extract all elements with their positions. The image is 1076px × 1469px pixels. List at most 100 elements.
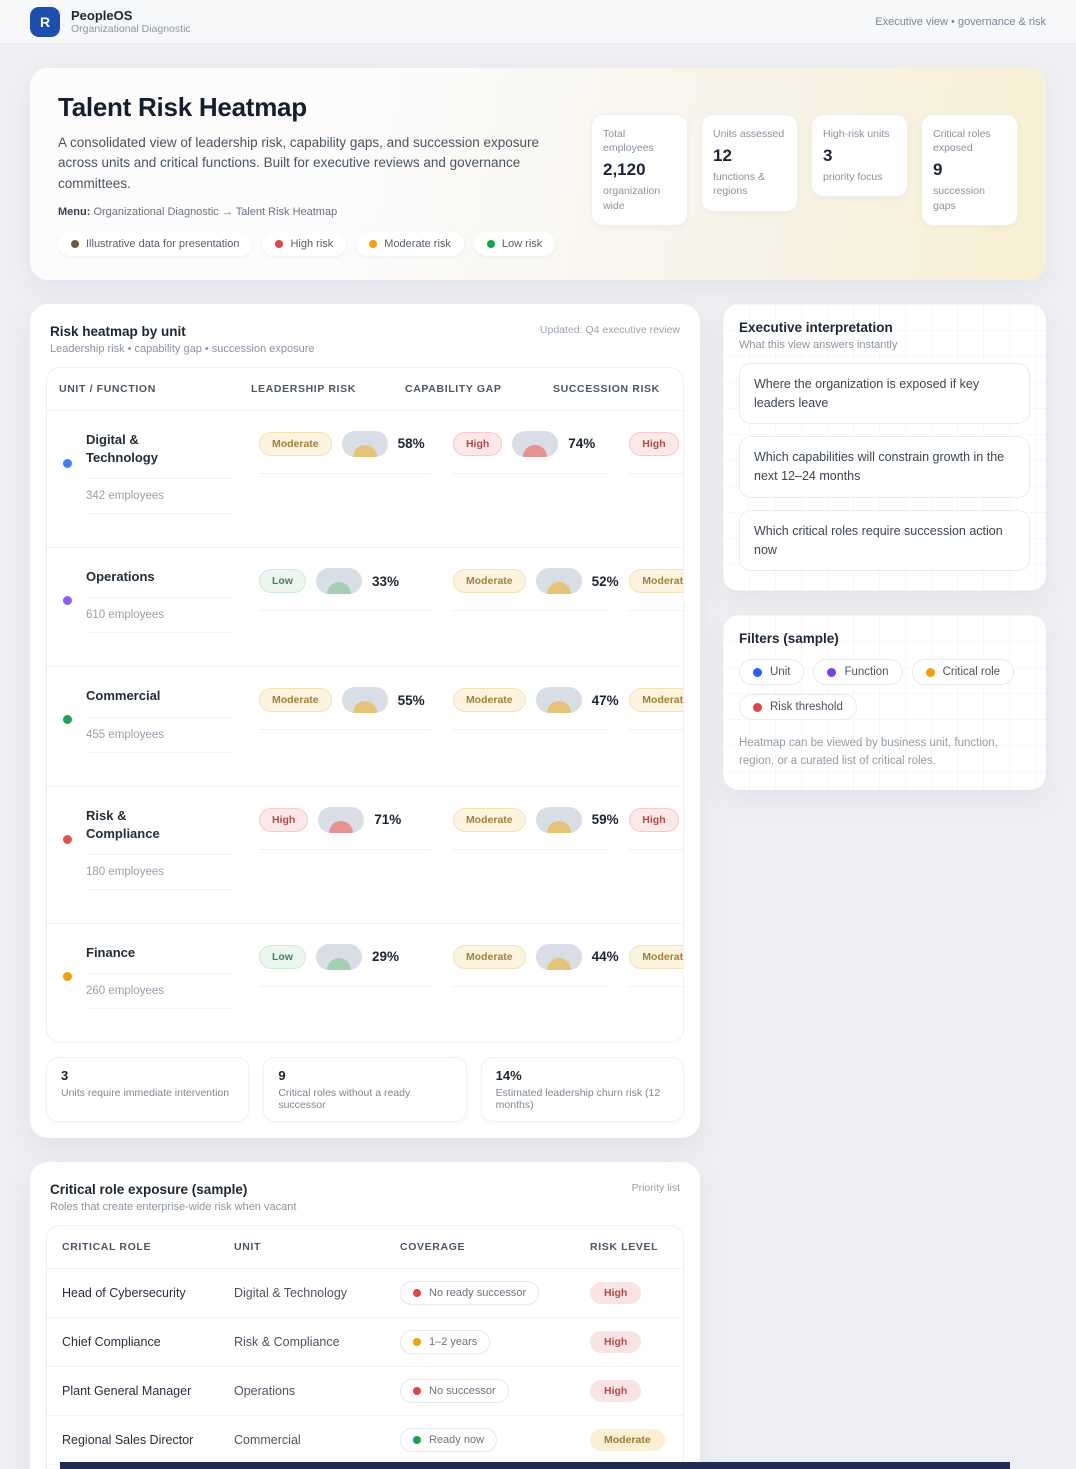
filter-pill-function[interactable]: Function bbox=[813, 659, 903, 686]
legend: Illustrative data for presentation High … bbox=[58, 231, 569, 256]
unit-dot-icon bbox=[63, 596, 72, 606]
unit-name: Finance bbox=[86, 944, 136, 960]
interpretation-subtitle: What this view answers instantly bbox=[739, 338, 898, 351]
critical-role-name: Chief Compliance bbox=[62, 1335, 161, 1350]
table-row[interactable]: Operations 610 employees Low 33% bbox=[47, 548, 683, 668]
table-row[interactable]: Chief Compliance Risk & Compliance 1–2 y… bbox=[47, 1318, 683, 1368]
risk-badge: Moderate bbox=[629, 569, 683, 594]
capability-gap-cell: Moderate 44% bbox=[452, 943, 629, 1020]
legend-pill-moderate-risk: Moderate risk bbox=[356, 231, 464, 256]
unit-name: Operations bbox=[86, 569, 155, 585]
legend-pill-high-risk: High risk bbox=[262, 231, 347, 256]
risk-badge: Moderate bbox=[258, 431, 332, 456]
risk-percent: 47% bbox=[591, 692, 619, 708]
hero-stats: Total employees 2,120 organization wide … bbox=[591, 92, 1018, 256]
filter-pills: Unit Function Critical role Risk thresho… bbox=[739, 659, 1030, 721]
summary-box-intervention: 3 Units require immediate intervention bbox=[46, 1057, 250, 1123]
risk-badge: Low bbox=[258, 569, 306, 594]
gauge-icon bbox=[341, 430, 388, 457]
coverage-dot-icon bbox=[413, 1387, 421, 1396]
summary-box-churn: 14% Estimated leadership churn risk (12 … bbox=[480, 1057, 684, 1123]
interpretation-item: Which critical roles require succession … bbox=[739, 509, 1030, 572]
view-context-label: Executive view • governance & risk bbox=[875, 15, 1046, 28]
app-name: PeopleOS bbox=[71, 7, 133, 23]
capability-gap-cell: Moderate 47% bbox=[452, 687, 629, 763]
filter-pill-risk-threshold[interactable]: Risk threshold bbox=[739, 694, 857, 721]
hero-intro: Talent Risk Heatmap A consolidated view … bbox=[58, 92, 569, 256]
unit-name: Commercial bbox=[86, 688, 161, 704]
stat-card-high-risk-units: High-risk units 3 priority focus bbox=[811, 114, 908, 198]
critical-roles-column-headers: CRITICAL ROLE UNIT COVERAGE RISK LEVEL bbox=[47, 1226, 683, 1270]
unit-dot-icon bbox=[63, 458, 72, 468]
risk-badge: Moderate bbox=[452, 688, 526, 713]
executive-interpretation-panel: Executive interpretation What this view … bbox=[723, 304, 1046, 592]
risk-badge: High bbox=[258, 807, 309, 832]
unit-employees: 610 employees bbox=[86, 609, 164, 622]
page-title: Talent Risk Heatmap bbox=[58, 92, 307, 122]
filters-panel: Filters (sample) Unit Function Critical … bbox=[723, 615, 1046, 790]
unit-cell: Digital & Technology 342 employees bbox=[59, 431, 259, 525]
page-description: A consolidated view of leadership risk, … bbox=[58, 135, 540, 191]
table-row[interactable]: Finance 260 employees Low 29% bbox=[47, 924, 683, 1042]
interpretation-title: Executive interpretation bbox=[739, 319, 893, 335]
leadership-risk-cell: Low 33% bbox=[258, 568, 453, 644]
filter-pill-unit[interactable]: Unit bbox=[739, 659, 805, 686]
critical-role-unit: Risk & Compliance bbox=[234, 1335, 340, 1350]
gauge-icon bbox=[315, 943, 362, 970]
risk-percent: 55% bbox=[397, 692, 425, 708]
heatmap-table: UNIT / FUNCTION LEADERSHIP RISK CAPABILI… bbox=[46, 366, 684, 1044]
table-row[interactable]: Digital & Technology 342 employees Moder… bbox=[47, 411, 683, 549]
risk-badge: Moderate bbox=[258, 688, 332, 713]
succession-risk-cell: High bbox=[629, 431, 683, 525]
leadership-risk-cell: High 71% bbox=[258, 806, 453, 901]
risk-badge: Moderate bbox=[452, 807, 526, 832]
legend-dot-icon bbox=[275, 239, 284, 248]
table-row[interactable]: Regional Sales Director Commercial Ready… bbox=[47, 1416, 683, 1466]
breadcrumb-path: Organizational Diagnostic → Talent Risk … bbox=[93, 205, 338, 218]
risk-level-badge: High bbox=[590, 1331, 642, 1354]
leadership-risk-cell: Moderate 55% bbox=[258, 687, 453, 763]
filters-note: Heatmap can be viewed by business unit, … bbox=[739, 737, 998, 767]
top-bar: R PeopleOS Organizational Diagnostic Exe… bbox=[0, 0, 1076, 44]
table-row[interactable]: Head of Cybersecurity Digital & Technolo… bbox=[47, 1269, 683, 1319]
priority-list-label: Priority list bbox=[631, 1182, 680, 1195]
risk-percent: 59% bbox=[591, 812, 619, 827]
table-row[interactable]: Commercial 455 employees Moderate 55% bbox=[47, 667, 683, 787]
filters-title: Filters (sample) bbox=[739, 631, 839, 647]
critical-roles-header: Critical role exposure (sample) Roles th… bbox=[50, 1182, 680, 1213]
risk-badge: High bbox=[452, 431, 503, 456]
unit-employees: 342 employees bbox=[86, 490, 164, 503]
coverage-pill: No successor bbox=[400, 1379, 509, 1404]
table-row[interactable]: Plant General Manager Operations No succ… bbox=[47, 1367, 683, 1417]
succession-risk-cell: High bbox=[629, 807, 683, 901]
critical-role-name: Regional Sales Director bbox=[62, 1433, 194, 1448]
col-succession-risk: SUCCESSION RISK bbox=[553, 382, 660, 395]
interpretation-item: Where the organization is exposed if key… bbox=[739, 362, 1030, 425]
breadcrumb: Menu: Organizational Diagnostic → Talent… bbox=[58, 206, 569, 218]
risk-badge: High bbox=[629, 431, 679, 456]
filter-dot-icon bbox=[753, 702, 762, 712]
sidebar: Executive interpretation What this view … bbox=[723, 304, 1046, 790]
risk-level-badge: High bbox=[590, 1282, 642, 1305]
capability-gap-cell: Moderate 52% bbox=[452, 568, 629, 644]
critical-role-name: Head of Cybersecurity bbox=[62, 1286, 186, 1301]
leadership-risk-cell: Moderate 58% bbox=[258, 430, 453, 525]
coverage-dot-icon bbox=[413, 1289, 421, 1298]
critical-role-unit: Digital & Technology bbox=[234, 1286, 348, 1301]
app-identity: PeopleOS Organizational Diagnostic bbox=[71, 8, 191, 36]
table-row[interactable]: Risk & Compliance 180 employees High 71% bbox=[47, 787, 683, 924]
unit-employees: 180 employees bbox=[86, 865, 164, 878]
risk-badge: High bbox=[629, 807, 679, 832]
legend-pill-illustrative: Illustrative data for presentation bbox=[58, 231, 253, 256]
filter-pill-critical-role[interactable]: Critical role bbox=[911, 659, 1015, 686]
risk-percent: 52% bbox=[591, 573, 619, 589]
critical-role-unit: Commercial bbox=[234, 1433, 301, 1448]
gauge-icon bbox=[535, 806, 582, 833]
coverage-dot-icon bbox=[413, 1436, 421, 1445]
col-leadership-risk: LEADERSHIP RISK bbox=[251, 382, 356, 395]
unit-cell: Commercial 455 employees bbox=[59, 687, 259, 763]
risk-level-badge: High bbox=[590, 1380, 642, 1403]
col-capability-gap: CAPABILITY GAP bbox=[405, 382, 502, 395]
unit-cell: Operations 610 employees bbox=[59, 568, 259, 644]
